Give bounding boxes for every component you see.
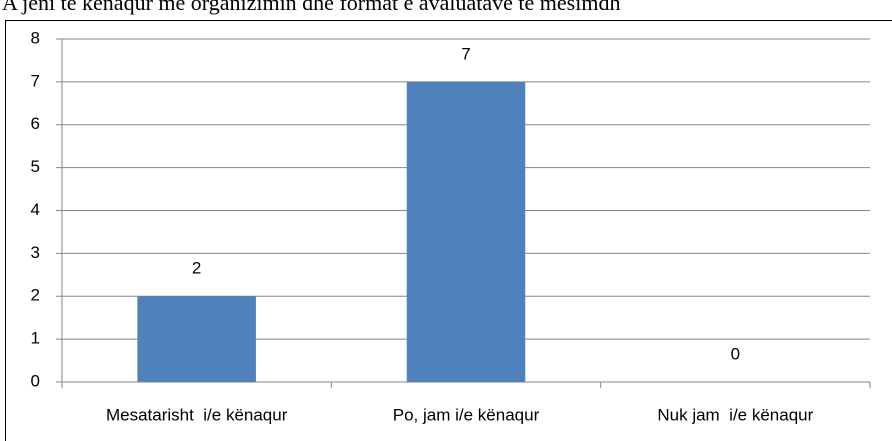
data-label: 7 — [461, 44, 470, 63]
bar — [137, 296, 256, 382]
bar — [406, 81, 526, 382]
y-tick-label: 8 — [31, 28, 40, 47]
y-tick-label: 3 — [31, 243, 40, 262]
data-label: 0 — [731, 344, 740, 363]
y-tick-label: 5 — [31, 157, 40, 176]
y-tick-label: 1 — [31, 329, 40, 348]
y-tick-label: 0 — [31, 371, 40, 390]
chart-border — [5, 20, 892, 441]
y-tick-label: 6 — [31, 114, 40, 133]
data-label: 2 — [192, 259, 201, 278]
chart-title: A jeni të kënaqur me organizimin dhe for… — [2, 0, 620, 15]
y-tick-label: 2 — [31, 286, 40, 305]
y-tick-label: 4 — [31, 200, 40, 219]
x-tick-label: Po, jam i/e kënaqur — [393, 405, 540, 424]
x-tick-label: Nuk jam i/e kënaqur — [657, 405, 813, 424]
x-tick-label: Mesatarisht i/e kënaqur — [106, 405, 288, 424]
y-tick-label: 7 — [31, 71, 40, 90]
